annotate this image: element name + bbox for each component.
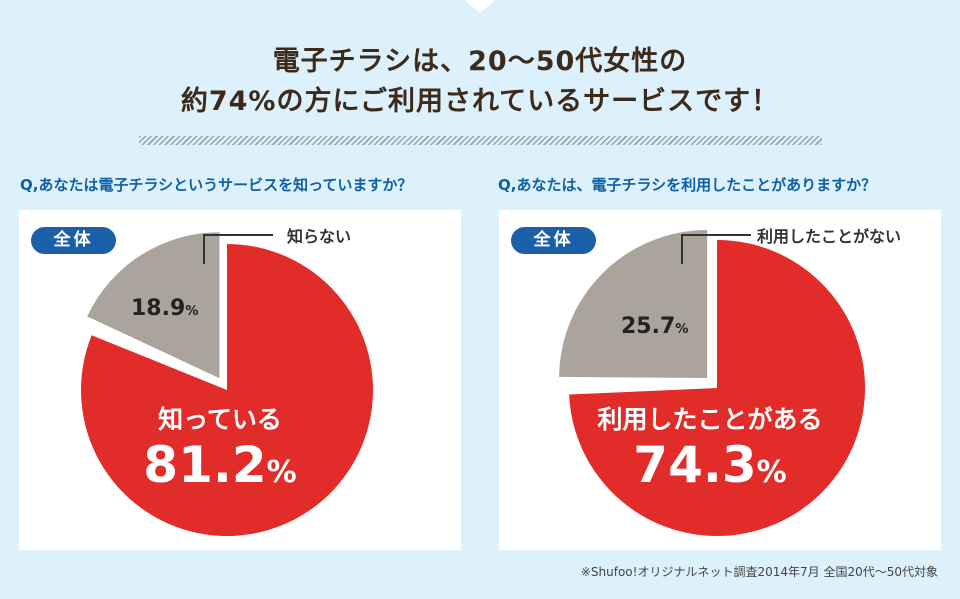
survey-footnote: ※Shufoo!オリジナルネット調査2014年7月 全国20代～50代対象	[580, 565, 938, 579]
pie-chart-usage	[559, 230, 865, 536]
chart-panel-awareness: 全体 知らない 18.9% 知っている 81.2%	[19, 210, 461, 550]
percent-unit: %	[675, 322, 689, 337]
slice-value-not-used: 25.7%	[621, 314, 689, 339]
pie-slice-unaware	[87, 232, 220, 379]
hatched-divider	[139, 136, 822, 145]
callout-leader-line	[681, 234, 751, 264]
question-1: Q,あなたは電子チラシというサービスを知っていますか？	[20, 176, 413, 194]
pie-slice-aware	[80, 244, 373, 536]
pie-slice-not-used	[559, 230, 708, 379]
percent-unit: %	[185, 304, 199, 319]
slice-label-used: 利用したことがある	[597, 405, 823, 434]
slice-label-unaware: 知らない	[287, 227, 352, 246]
pie-chart-awareness	[80, 232, 373, 536]
slice-value-not-used-number: 25.7	[621, 314, 676, 339]
headline-line-1: 電子チラシは、20～50代女性の	[272, 46, 688, 77]
slice-value-unaware: 18.9%	[131, 296, 199, 321]
percent-unit: %	[756, 455, 787, 490]
badge-overall: 全体	[511, 227, 596, 254]
percent-unit: %	[266, 455, 297, 490]
chart-panel-usage: 全体 利用したことがない 25.7% 利用したことがある 74.3%	[499, 210, 941, 550]
callout-leader-line	[203, 234, 273, 264]
question-2: Q,あなたは、電子チラシを利用したことがありますか？	[498, 176, 877, 194]
slice-value-used-number: 74.3	[633, 436, 757, 494]
slice-label-aware: 知っている	[158, 405, 282, 434]
slice-value-unaware-number: 18.9	[131, 296, 186, 321]
slice-label-not-used: 利用したことがない	[757, 227, 902, 246]
headline: 電子チラシは、20～50代女性の 約74%の方にご利用されているサービスです！	[0, 42, 960, 122]
pie-slice-used	[569, 240, 865, 536]
slice-value-used: 74.3%	[595, 436, 825, 494]
slice-value-aware: 81.2%	[105, 436, 335, 494]
slice-value-aware-number: 81.2	[143, 436, 267, 494]
badge-overall: 全体	[31, 227, 116, 254]
headline-line-2: 約74%の方にご利用されているサービスです！	[180, 86, 780, 117]
top-notch	[465, 0, 495, 13]
